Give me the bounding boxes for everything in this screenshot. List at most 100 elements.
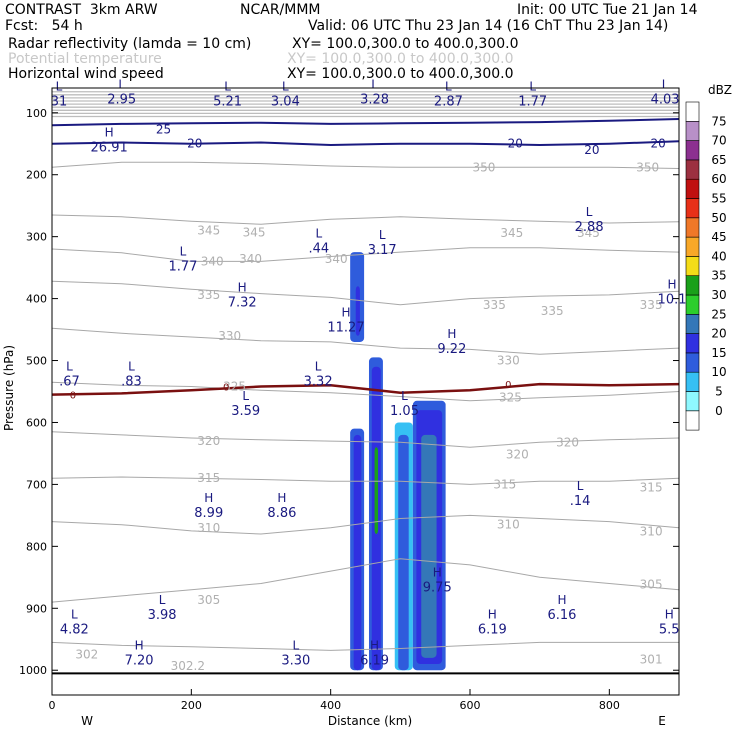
- extremum-value: .83: [121, 374, 142, 389]
- extremum-type: H: [668, 277, 677, 291]
- extremum-value: 7.20: [125, 654, 154, 669]
- y-tick-label: 400: [26, 293, 47, 306]
- extremum-type: L: [292, 639, 299, 653]
- wind-contours: [52, 118, 679, 675]
- reflectivity-cell: [398, 434, 409, 671]
- reflectivity-cell: [353, 434, 362, 671]
- extremum-value: 3.30: [281, 654, 310, 669]
- extremum-type: H: [135, 639, 144, 653]
- y-tick-label: 900: [26, 602, 47, 615]
- theta-contour-302: [52, 641, 679, 651]
- extremum-type: H: [433, 566, 442, 580]
- theta-contour-315: [52, 476, 679, 485]
- extremum-type: L: [662, 77, 669, 91]
- x-axis-label: Distance (km): [328, 714, 412, 728]
- wind-label: 20: [187, 137, 202, 151]
- extremum-type: H: [557, 593, 566, 607]
- extremum-type: L: [56, 79, 63, 93]
- y-tick-label: 100: [26, 107, 47, 120]
- extremum-type: L: [577, 479, 584, 493]
- reflectivity-cells: [52, 91, 679, 671]
- field-label-wind: Horizontal wind speed: [8, 66, 164, 82]
- colorbar-box: [685, 333, 700, 354]
- theta-contour-325: [52, 381, 679, 402]
- header-fcst: Fcst: 54 h: [5, 18, 83, 34]
- colorbar-box: [685, 256, 700, 276]
- extremum-type: L: [128, 359, 135, 373]
- extremum-value: 6.19: [360, 654, 389, 669]
- field-xy-wind: XY= 100.0,300.0 to 400.0,300.0: [287, 66, 514, 82]
- y-tick-label: 1000: [19, 664, 47, 677]
- colorbar-box: [685, 352, 700, 373]
- theta-label: 345: [243, 225, 266, 239]
- theta-label: 340: [325, 252, 348, 266]
- x-tick-label: 200: [181, 699, 202, 712]
- extremum-type: L: [180, 245, 187, 259]
- x-tick-label: 0: [49, 699, 56, 712]
- extremum-value: 7.32: [228, 296, 257, 311]
- header-org: NCAR/MMM: [240, 2, 321, 18]
- extremum-value: 5.5: [659, 623, 680, 638]
- colorbar-label: 60: [711, 172, 726, 186]
- reflectivity-cell: [421, 434, 437, 658]
- theta-label: 345: [500, 226, 523, 240]
- wind-label: 20: [508, 137, 523, 151]
- theta-label: 302.2: [171, 659, 205, 673]
- extremum-value: 31: [51, 94, 68, 109]
- extremum-type: L: [371, 77, 378, 91]
- theta-contour-310: [52, 514, 679, 535]
- theta-label: 340: [239, 252, 262, 266]
- extremum-value: 1.77: [518, 94, 547, 109]
- theta-label: 350: [636, 160, 659, 174]
- x-tick-label: 600: [460, 699, 481, 712]
- theta-label: 345: [577, 226, 600, 240]
- colorbar-label: 5: [715, 385, 723, 399]
- header-valid: Valid: 06 UTC Thu 23 Jan 14 (16 ChT Thu …: [308, 18, 669, 34]
- extremum-value: .67: [59, 374, 80, 389]
- extremum-value: .14: [570, 494, 591, 509]
- theta-label: 305: [640, 578, 663, 592]
- colorbar-box: [685, 178, 700, 199]
- theta-label: 315: [197, 471, 220, 485]
- colorbar-box: [685, 217, 700, 238]
- extremum-type: L: [118, 77, 125, 91]
- wind-contour-20: [52, 140, 679, 147]
- theta-contour-340: [52, 247, 679, 262]
- extremum-type: H: [277, 491, 286, 505]
- extremum-value: 5.21: [213, 94, 242, 109]
- extremum-value: 10.1: [658, 292, 687, 307]
- theta-contour-335: [52, 280, 679, 306]
- y-tick-label: 500: [26, 355, 47, 368]
- extremum-type: L: [315, 227, 322, 241]
- theta-contour-320: [52, 431, 679, 448]
- colorbar-box: [685, 236, 700, 257]
- theta-contour-345: [52, 214, 679, 225]
- extremum-value: 4.03: [651, 92, 680, 107]
- extremum-value: 1.77: [168, 260, 197, 275]
- theta-label: 305: [197, 593, 220, 607]
- theta-contour-350: [52, 161, 679, 169]
- theta-label: 335: [483, 298, 506, 312]
- theta-label: 310: [640, 524, 663, 538]
- extremum-type: H: [238, 281, 247, 295]
- zero-line-label: 0: [223, 383, 229, 394]
- colorbar-label: 45: [711, 230, 726, 244]
- extremum-value: 6.19: [478, 623, 507, 638]
- colorbar-box: [685, 159, 700, 180]
- extremum-type: L: [445, 79, 452, 93]
- theta-label: 350: [472, 160, 495, 174]
- x-tick-label: 800: [599, 699, 620, 712]
- extremum-value: 3.04: [271, 94, 300, 109]
- extremum-type: L: [529, 79, 536, 93]
- colorbar-label: 65: [711, 153, 726, 167]
- colorbar-box: [685, 410, 700, 431]
- colorbar-box: [685, 391, 700, 412]
- extremum-type: H: [488, 608, 497, 622]
- extremum-type: H: [447, 327, 456, 341]
- extremum-type: L: [66, 359, 73, 373]
- extremum-type: L: [401, 389, 408, 403]
- extremum-type: L: [315, 359, 322, 373]
- extremum-value: 3.59: [231, 404, 260, 419]
